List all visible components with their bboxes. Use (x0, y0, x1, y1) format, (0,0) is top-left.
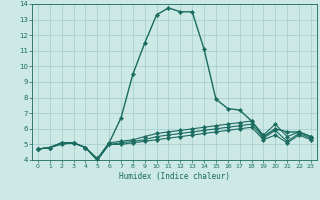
X-axis label: Humidex (Indice chaleur): Humidex (Indice chaleur) (119, 172, 230, 181)
